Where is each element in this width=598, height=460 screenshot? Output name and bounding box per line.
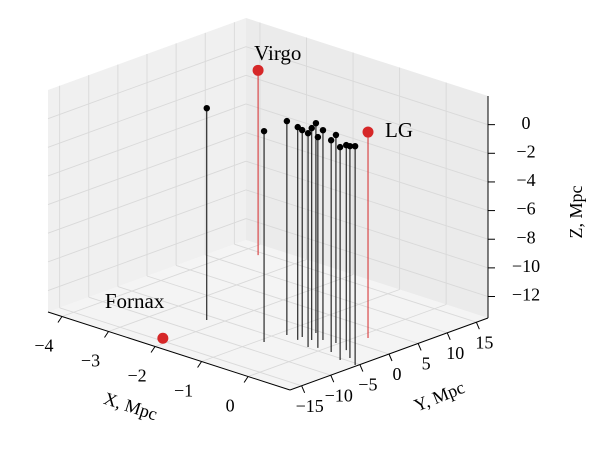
grid-line	[245, 218, 489, 297]
point	[351, 142, 359, 150]
y-tick	[446, 332, 451, 341]
point	[157, 332, 169, 344]
grid-line	[88, 296, 331, 376]
grid-line	[245, 189, 489, 269]
y-tick-label: −15	[296, 396, 324, 416]
point	[332, 131, 340, 139]
y-tick-label: 5	[422, 354, 431, 374]
z-tick-label: 0	[522, 113, 531, 133]
z-tick-label: −12	[512, 285, 540, 305]
grid-line	[117, 286, 361, 366]
grid-line	[47, 74, 247, 148]
grid-line	[245, 160, 489, 240]
grid-line	[47, 189, 247, 263]
z-tick-label: −2	[516, 141, 535, 161]
grid-line	[245, 46, 489, 126]
y-tick	[417, 343, 422, 351]
x-tick-label: 0	[226, 396, 235, 416]
point	[336, 143, 344, 151]
z-tick-label: −10	[512, 256, 540, 276]
grid-line	[205, 254, 448, 334]
x-tick	[57, 316, 63, 323]
point	[314, 133, 322, 141]
x-tick-label: −3	[81, 351, 100, 371]
point	[308, 124, 315, 132]
grid-line	[59, 307, 302, 387]
x-tick	[243, 376, 249, 383]
grid-line	[47, 132, 247, 206]
y-tick-label: −10	[325, 385, 353, 405]
point	[304, 130, 312, 137]
point	[260, 127, 268, 135]
y-tick-label: −5	[358, 375, 377, 395]
x-tick	[150, 346, 156, 353]
x-axis-line	[47, 311, 291, 391]
x-tick-label: −4	[34, 336, 53, 356]
x-tick	[197, 361, 202, 368]
point	[319, 126, 327, 134]
point	[283, 117, 291, 125]
y-tick	[475, 322, 480, 330]
z-tick-label: −8	[516, 227, 535, 247]
z-tick-label: −4	[516, 170, 535, 190]
y-tick-label: 10	[446, 343, 464, 363]
y-tick	[388, 353, 393, 362]
grid-line	[245, 103, 489, 183]
point-label: Virgo	[254, 41, 301, 65]
z-tick-label: −6	[516, 199, 535, 219]
x-tick-label: −2	[127, 366, 146, 386]
y-tick-label: 15	[475, 332, 493, 352]
x-axis-label: X, Mpc	[101, 388, 159, 424]
y-tick	[301, 385, 306, 393]
point-label: Fornax	[105, 289, 165, 313]
grid-line	[47, 218, 247, 291]
y-axis-label: Y, Mpc	[411, 377, 467, 415]
x-tick	[104, 331, 109, 338]
point	[362, 126, 374, 138]
grid-line	[47, 103, 247, 177]
point	[252, 64, 264, 76]
point	[298, 126, 306, 134]
grid-line	[146, 275, 390, 355]
grid-line	[47, 160, 247, 234]
y-tick	[359, 364, 364, 372]
grid-line	[47, 46, 247, 120]
y-tick	[330, 374, 335, 383]
x-tick-label: −1	[174, 381, 193, 401]
point	[203, 104, 210, 112]
point	[346, 142, 354, 150]
y-axis-line	[289, 317, 489, 391]
point-label: LG	[385, 118, 413, 142]
grid-line	[245, 132, 489, 212]
y-tick-label: 0	[393, 364, 402, 384]
grid-line	[175, 264, 419, 344]
grid-line	[245, 74, 489, 154]
z-axis-label: Z, Mpc	[566, 186, 586, 239]
point	[312, 119, 320, 127]
point	[327, 137, 335, 144]
